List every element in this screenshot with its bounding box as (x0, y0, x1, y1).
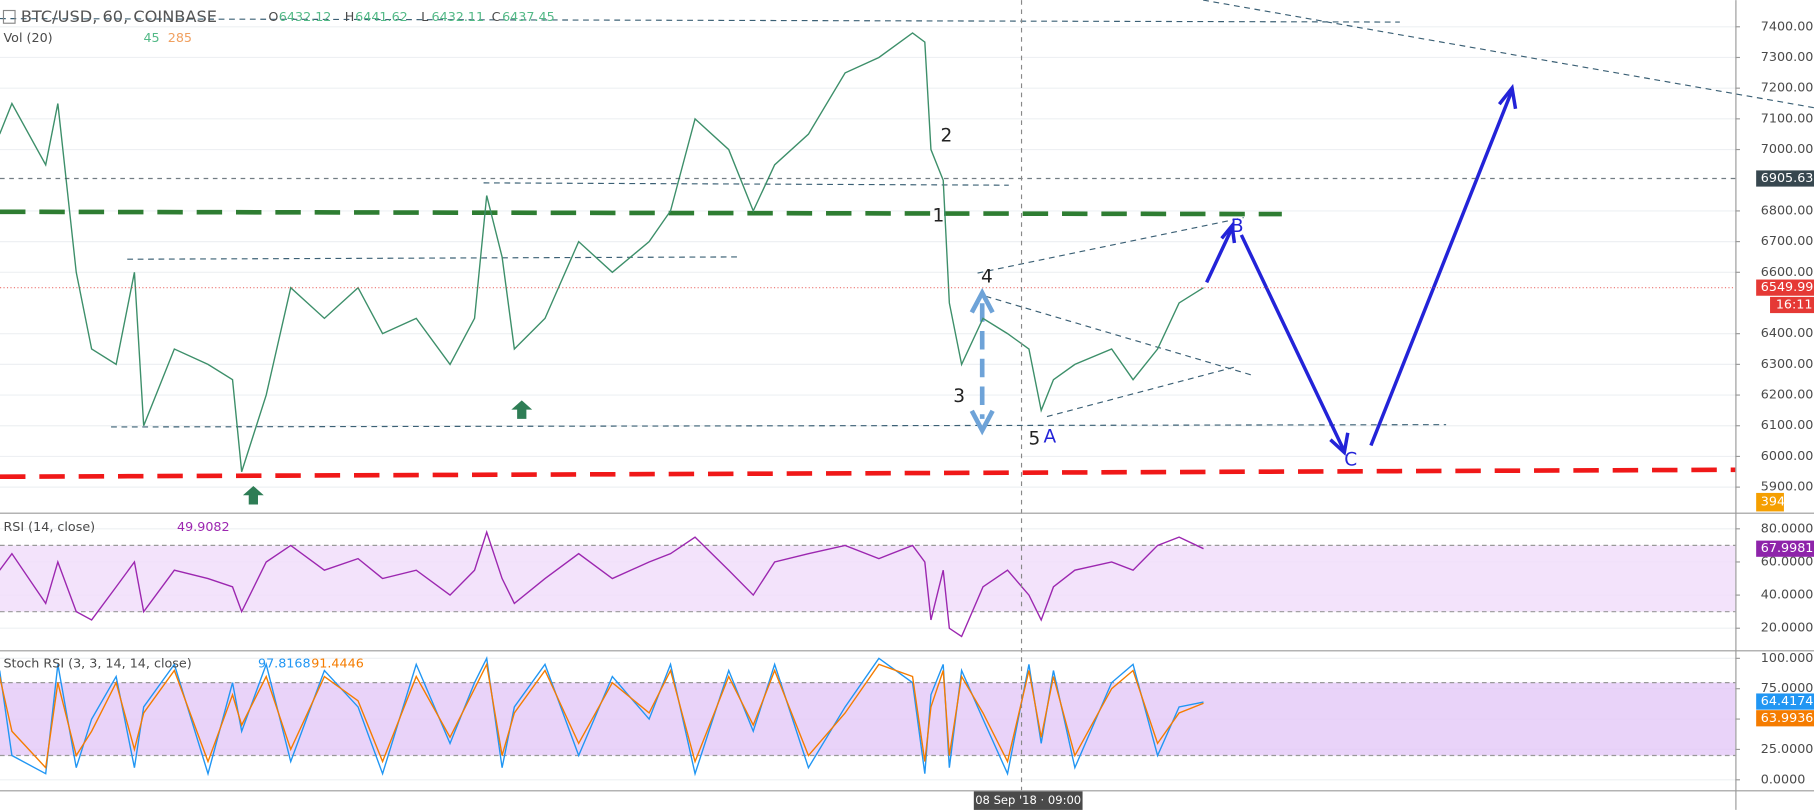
price-badge (1756, 710, 1814, 727)
y-tick-label: 0.0000 (1761, 771, 1806, 786)
y-tick-label: 60.0000 (1761, 553, 1814, 568)
arrow-head (969, 409, 995, 436)
series (0, 32, 1736, 777)
trend-line (127, 256, 739, 260)
y-tick-label: 7200.00 (1761, 80, 1814, 95)
series-line (0, 32, 1204, 472)
bands (0, 544, 1736, 757)
labels: BTC/USD, 60, COINBASE O 6432.12 H 6441.6… (2, 7, 1785, 671)
pane-title: Stoch RSI (3, 3, 14, 14, close) (3, 656, 191, 671)
trend-line (0, 18, 1400, 23)
wave-label: 3 (953, 386, 965, 407)
y-tick-label: 6100.00 (1761, 417, 1814, 432)
y-tick-label: 6200.00 (1761, 387, 1814, 402)
y-tick-label: 20.0000 (1761, 620, 1814, 635)
ohlc-label: C (492, 9, 501, 24)
wave-arrow (1205, 227, 1234, 284)
arrow-head (969, 287, 995, 314)
arrow-head (1497, 83, 1518, 110)
price-badge-text: 64.4174 (1761, 693, 1814, 708)
y-tick-label: 6000.00 (1761, 448, 1814, 463)
price-badge-text: 63.9936 (1761, 710, 1814, 725)
symbol: BTC/USD, 60, COINBASE (21, 7, 217, 26)
y-tick-label: 100.0000 (1761, 650, 1814, 665)
menu-icon[interactable] (2, 9, 16, 24)
pane-value: 49.9082 (177, 519, 230, 534)
y-tick-label: 6300.00 (1761, 356, 1814, 371)
band (0, 545, 1736, 612)
price-badge-text: 67.9981 (1761, 540, 1814, 555)
ohlc-label: L (421, 9, 429, 24)
wave-label: C (1344, 450, 1357, 471)
price-badge (1756, 170, 1814, 187)
price-badge (1756, 540, 1814, 557)
series-line (0, 529, 1204, 638)
price-badge-text: 6549.99 (1761, 279, 1814, 294)
y-tick-label: 6400.00 (1761, 325, 1814, 340)
ohlc-label: O (268, 9, 278, 24)
ohlc-value: 6437.45 (502, 9, 555, 24)
ohlc-label: H (345, 9, 355, 24)
ohlc-value: 6441.62 (355, 9, 408, 24)
buy-signal (511, 400, 533, 419)
volume-value: 285 (168, 30, 192, 45)
wave-label: 5 (1028, 429, 1040, 450)
price-badge-text: 6905.63 (1761, 170, 1814, 185)
trend-line (111, 424, 1447, 428)
y-tick-label: 7400.00 (1761, 18, 1814, 33)
series-line (0, 656, 1204, 777)
wave-label: 4 (981, 267, 993, 288)
support-line (0, 209, 1282, 217)
wave-label: 2 (941, 126, 953, 147)
y-tick-label: 7300.00 (1761, 49, 1814, 64)
wave-label: B (1231, 216, 1244, 237)
ohlc-value: 6432.11 (432, 9, 485, 24)
wave-arrow (1369, 89, 1514, 447)
pane-title: RSI (14, close) (3, 519, 95, 534)
y-tick-label: 40.0000 (1761, 587, 1814, 602)
series-line (0, 662, 1204, 770)
y-tick-label: 6800.00 (1761, 202, 1814, 217)
countdown-text: 16:11 (1776, 296, 1813, 311)
wave-label: 1 (932, 205, 944, 226)
price-badge (1756, 693, 1814, 710)
y-tick-label: 25.0000 (1761, 741, 1814, 756)
y-tick-label: 7100.00 (1761, 110, 1814, 125)
arrow-head (1329, 432, 1350, 456)
volume-badge (1756, 492, 1784, 512)
volume-badge-text: 394 (1761, 494, 1785, 509)
crosshair-badge (973, 791, 1083, 810)
ohlc-value: 6432.12 (279, 9, 332, 24)
y-tick-label: 75.0000 (1761, 680, 1814, 695)
y-tick-label: 6600.00 (1761, 264, 1814, 279)
triangle-line (985, 295, 1256, 377)
volume-title: Vol (20) (3, 30, 52, 45)
band (0, 682, 1736, 756)
y-tick-label: 6700.00 (1761, 233, 1814, 248)
y-tick-label: 7000.00 (1761, 141, 1814, 156)
volume-value: 45 (143, 30, 159, 45)
wave-label: A (1044, 426, 1057, 447)
arrow-head (1220, 221, 1237, 244)
pane-value: 97.8168 (258, 656, 311, 671)
support-line (0, 467, 1736, 480)
wave-arrow (1239, 234, 1346, 453)
triangle-line (1046, 366, 1236, 418)
y-tick-label: 80.0000 (1761, 520, 1814, 535)
trend-line (483, 182, 1009, 186)
pane-value: 91.4446 (311, 656, 364, 671)
countdown-badge (1770, 296, 1814, 314)
y-tick-label: 5900.00 (1761, 479, 1814, 494)
crosshair-label: 08 Sep '18 · 09:00 (975, 793, 1081, 807)
axes: 5900.00 6000.00 6100.00 6200.00 6300.00 6400.… (973, 18, 1814, 810)
price-badge (1756, 279, 1814, 296)
